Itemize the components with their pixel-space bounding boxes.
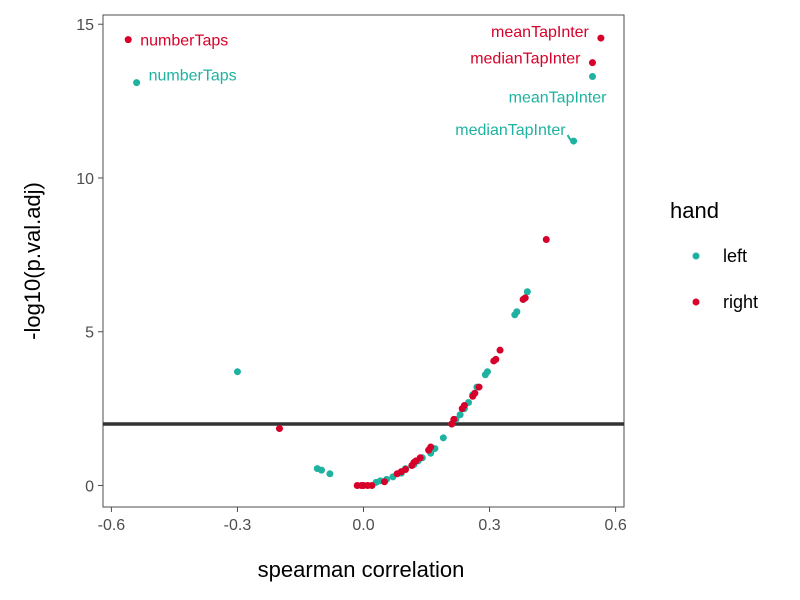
data-point-left [523, 288, 531, 296]
data-point-right [492, 355, 500, 363]
marks-layer: numberTaps numberTaps meanTapInter medianTa… [103, 24, 624, 489]
legend-title: hand [670, 198, 719, 223]
x-tick-label: 0.6 [604, 517, 626, 534]
data-point-right [496, 346, 504, 354]
data-point-left [588, 73, 596, 80]
data-point-left [570, 137, 578, 145]
data-point-right [275, 425, 283, 433]
data-point-left [233, 368, 241, 376]
data-point-left [513, 308, 521, 316]
y-tick-label: 5 [85, 325, 94, 342]
data-point-left [456, 411, 464, 419]
y-tick-label: 15 [76, 17, 94, 34]
legend-label-right: right [723, 292, 758, 312]
annotation-label: medianTapInter [470, 51, 581, 68]
annotation-label: meanTapInter [491, 24, 590, 41]
y-tick-label: 10 [76, 171, 94, 188]
data-point-right [402, 465, 410, 473]
data-point-right [597, 34, 605, 42]
data-point-right [381, 478, 389, 486]
data-point-right [416, 454, 424, 462]
y-axis-title: -log10(p.val.adj) [20, 182, 45, 340]
data-point-right [368, 481, 376, 489]
data-point-right [475, 383, 483, 391]
annotation-label: numberTaps [140, 33, 228, 50]
y-axis: 0 5 10 15 [76, 17, 103, 495]
x-tick-label: -0.3 [224, 517, 252, 534]
data-point-right [521, 294, 529, 302]
legend-key-right [692, 298, 700, 306]
annotation-label: numberTaps [149, 68, 237, 85]
data-point-right [471, 389, 479, 397]
data-point-right [588, 59, 596, 67]
x-axis: -0.6 -0.3 0.0 0.3 0.6 [98, 507, 627, 534]
legend-label-left: left [723, 246, 747, 266]
annotation-label: medianTapInter [455, 122, 566, 139]
data-point-left [483, 368, 491, 376]
data-point-left [133, 79, 141, 87]
data-point-right [450, 415, 458, 423]
data-point-left [317, 466, 325, 474]
x-tick-label: 0.3 [478, 517, 500, 534]
data-point-right [460, 402, 468, 410]
data-point-left [326, 470, 334, 478]
data-point-right [427, 443, 435, 451]
legend-key-left [692, 252, 700, 260]
data-point-right [542, 235, 550, 243]
legend: hand left right [670, 198, 758, 312]
x-tick-label: 0.0 [352, 517, 374, 534]
x-axis-title: spearman correlation [258, 557, 465, 582]
data-point-right [124, 36, 132, 44]
x-tick-label: -0.6 [98, 517, 126, 534]
y-tick-label: 0 [85, 478, 94, 495]
annotation-leader-line [566, 134, 572, 141]
data-point-left [439, 434, 447, 442]
annotation-label: meanTapInter [509, 90, 608, 107]
